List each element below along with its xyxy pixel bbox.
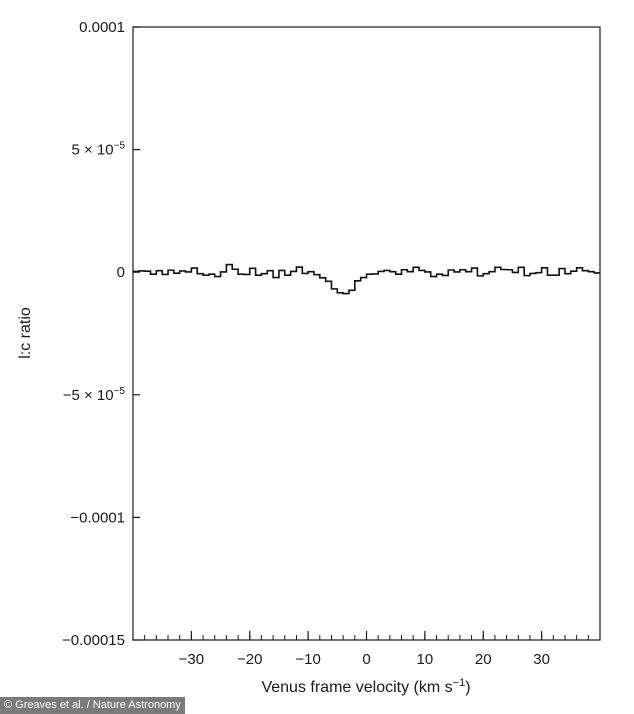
y-tick-label-exponent: −5 — [114, 141, 126, 152]
y-tick-label-text: 0 — [117, 264, 125, 281]
x-axis-title: Venus frame velocity (km s−1) — [261, 677, 470, 696]
x-tick-label: 20 — [475, 651, 492, 668]
y-tick-label-exponent: −5 — [114, 386, 126, 397]
x-tick-label: −10 — [295, 651, 320, 668]
y-tick-label: −5 × 10−5 — [63, 386, 126, 404]
y-axis-title: l:c ratio — [17, 307, 34, 359]
y-axis: 0.00015 × 10−50−5 × 10−5−0.0001−0.00015 — [62, 19, 140, 649]
y-tick-label-text: 5 × 10 — [71, 142, 113, 159]
plot-frame — [132, 26, 601, 641]
y-tick-label-text: −0.00015 — [62, 632, 125, 649]
y-tick-label: 0 — [117, 264, 125, 281]
x-axis-title-main: Venus frame velocity (km s — [261, 679, 452, 696]
x-tick-label: −20 — [237, 651, 262, 668]
y-tick-label: −0.0001 — [70, 509, 125, 526]
y-tick-label: 5 × 10−5 — [71, 141, 125, 159]
y-tick-label-text: −5 × 10 — [63, 387, 114, 404]
y-tick-label: −0.00015 — [62, 632, 125, 649]
x-axis-title-tail: ) — [465, 679, 470, 696]
x-tick-label: 0 — [362, 651, 370, 668]
x-axis: −30 −20 −10 0 10 20 30 — [144, 631, 589, 668]
x-tick-label: −30 — [179, 651, 204, 668]
y-tick-label-text: 0.0001 — [79, 19, 125, 36]
y-tick-label-text: −0.0001 — [70, 509, 125, 526]
x-tick-label: 10 — [417, 651, 434, 668]
image-credit: © Greaves et al. / Nature Astronomy — [0, 697, 185, 714]
y-tick-label: 0.0001 — [79, 19, 125, 36]
x-tick-label: 30 — [533, 651, 550, 668]
series-line — [133, 263, 600, 295]
x-axis-title-sup: −1 — [453, 677, 466, 689]
